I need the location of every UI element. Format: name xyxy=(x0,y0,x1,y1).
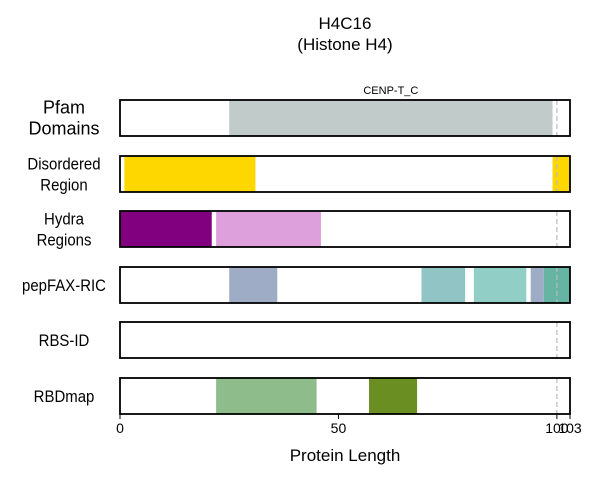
track-3-segment-2 xyxy=(473,267,527,303)
track-4-label-line-0: RBS-ID xyxy=(39,332,90,350)
track-3-frame xyxy=(119,266,571,304)
track-4-frame xyxy=(119,321,571,359)
track-5-label-line-0: RBDmap xyxy=(34,388,95,406)
track-1: Disordered Region xyxy=(27,155,571,195)
chart-title-line-1: H4C16 xyxy=(319,14,372,33)
x-tick-label-3: 103 xyxy=(558,420,582,436)
track-3-segment-1 xyxy=(421,267,466,303)
track-5-segment-1 xyxy=(369,378,418,414)
track-0-frame xyxy=(119,99,571,137)
track-4: RBS-ID xyxy=(39,321,571,359)
track-1-frame xyxy=(119,155,571,193)
track-2-segment-0 xyxy=(120,211,212,247)
track-0-label-line-0: Pfam xyxy=(43,98,85,118)
track-2-label-line-0: Hydra xyxy=(44,211,84,229)
x-axis-label: Protein Length xyxy=(290,446,401,465)
track-3-label-line-0: pepFAX-RIC xyxy=(22,277,106,295)
track-2-label-line-1: Regions xyxy=(37,232,92,250)
track-0-segment-0 xyxy=(229,100,553,136)
chart-title-line-2: (Histone H4) xyxy=(297,35,392,54)
track-3: pepFAX-RIC xyxy=(22,266,571,304)
track-1-label-line-0: Disordered xyxy=(27,156,100,174)
x-tick-label-1: 50 xyxy=(331,420,347,436)
track-2-segment-1 xyxy=(216,211,321,247)
track-0-segment-0-label: CENP-T_C xyxy=(363,85,418,97)
track-2: Hydra Regions xyxy=(37,210,571,250)
track-3-segment-0 xyxy=(229,267,278,303)
track-0-label-line-1: Domains xyxy=(28,119,99,139)
track-3-segment-3 xyxy=(530,267,544,303)
track-5-segment-0 xyxy=(216,378,317,414)
track-2-frame xyxy=(119,210,571,248)
track-5: RBDmap xyxy=(34,377,571,415)
x-tick-label-2: 100 xyxy=(545,420,569,436)
track-5-frame xyxy=(119,377,571,415)
track-1-segment-0 xyxy=(124,156,256,192)
track-1-label-line-1: Region xyxy=(40,177,87,195)
x-tick-label-0: 0 xyxy=(116,420,124,436)
track-1-segment-1 xyxy=(552,156,570,192)
